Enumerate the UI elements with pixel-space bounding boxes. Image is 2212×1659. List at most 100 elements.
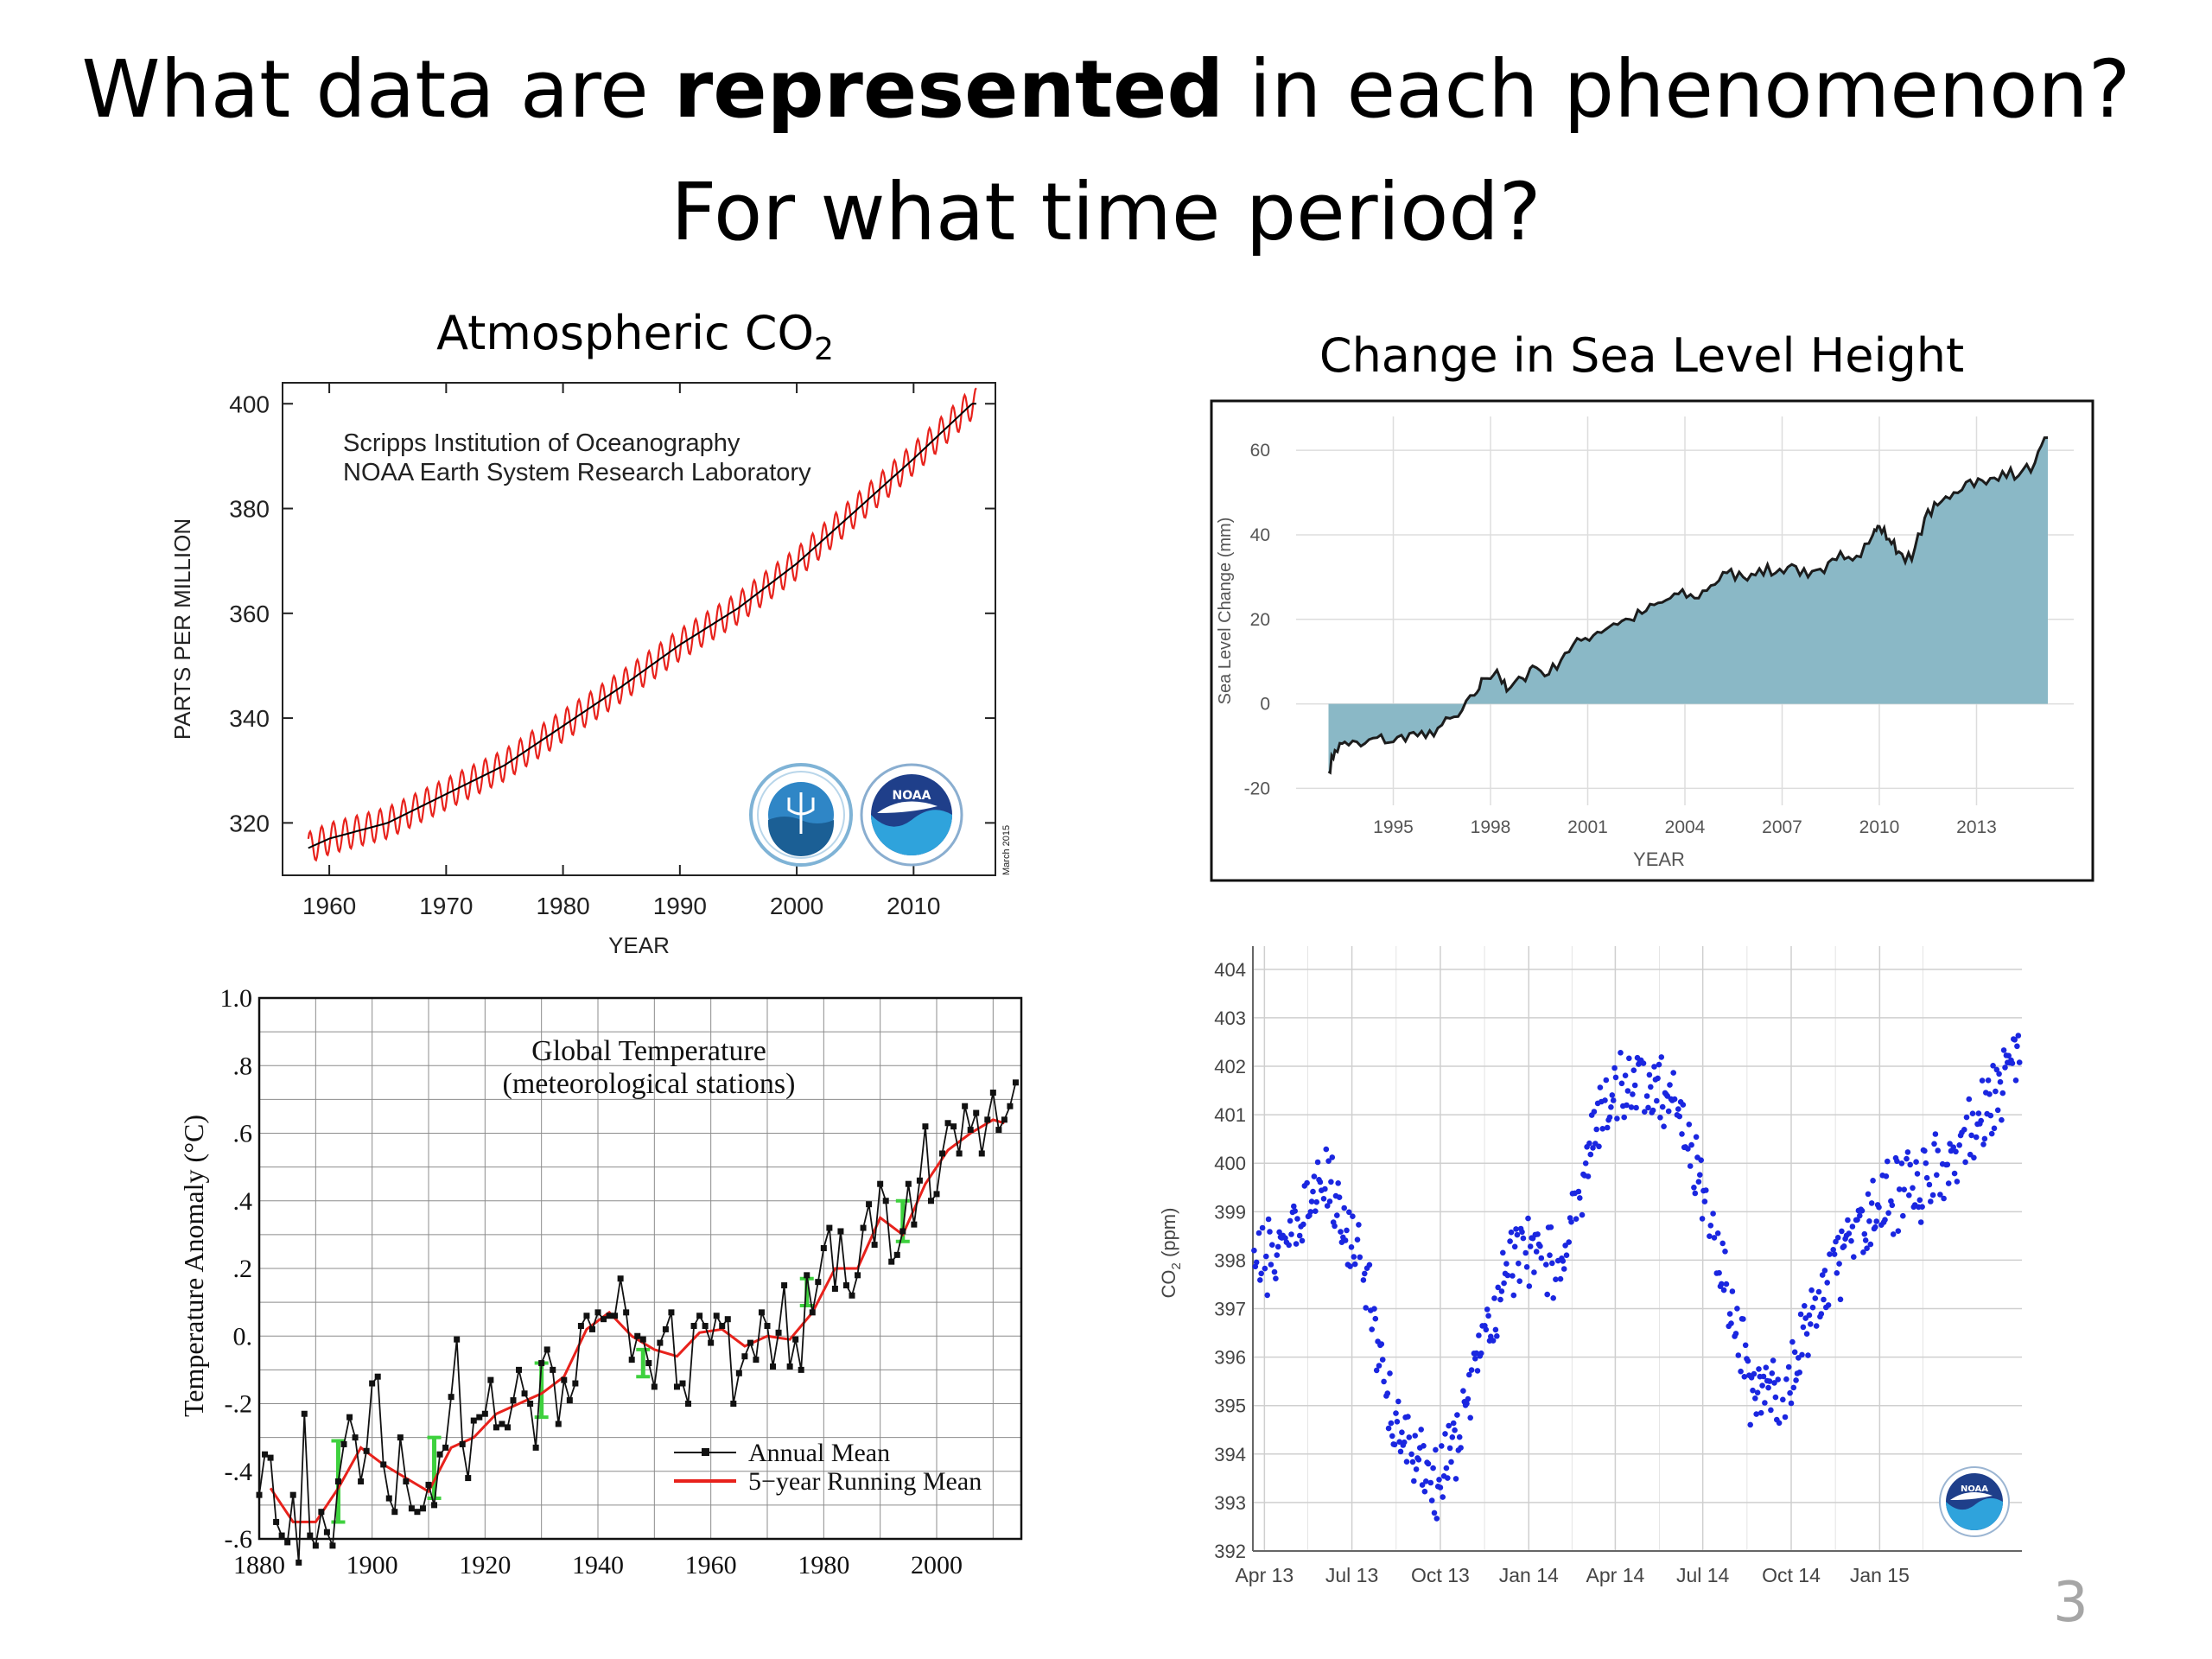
co2-daily-point: [1288, 1231, 1294, 1237]
co2-daily-point: [1384, 1390, 1391, 1396]
co2-daily-point: [1659, 1103, 1666, 1110]
temp-annual-point: [735, 1370, 742, 1376]
temp-annual-point: [594, 1309, 601, 1316]
co2-daily-point: [1597, 1084, 1604, 1090]
co2-daily-point: [1956, 1142, 1962, 1148]
temp-annual-point: [470, 1417, 477, 1424]
co2-daily-point: [1621, 1114, 1627, 1121]
temp-annual-point: [679, 1380, 686, 1387]
co2-daily-point: [1549, 1260, 1555, 1267]
co2-daily-point: [1780, 1396, 1786, 1403]
temp-annual-point: [385, 1495, 392, 1502]
co2-daily-point: [1907, 1161, 1913, 1168]
co2-daily-point: [1923, 1160, 1929, 1166]
co2-daily-point: [1394, 1419, 1401, 1425]
temp-annual-point: [358, 1478, 365, 1484]
co2-xtick-label: 1960: [302, 893, 356, 919]
co2-daily-point: [1896, 1186, 1903, 1192]
co2-daily-point: [1294, 1216, 1300, 1222]
co2-daily-point: [1423, 1478, 1429, 1484]
co2-daily-point: [1560, 1266, 1567, 1272]
temp-annual-point: [431, 1502, 438, 1509]
co2-daily-point: [1692, 1190, 1699, 1197]
temp-ytick-label: .2: [233, 1255, 253, 1283]
temp-annual-point: [871, 1242, 878, 1249]
co2-daily-point: [1585, 1173, 1592, 1179]
co2-daily-point: [1648, 1084, 1654, 1090]
temp-ytick-label: 1.0: [220, 984, 253, 1013]
sea-ytick-label: -20: [1244, 779, 1270, 798]
co2-daily-point: [1882, 1217, 1888, 1223]
co2-daily-point: [1825, 1302, 1832, 1308]
co2-daily-point: [1951, 1170, 1958, 1177]
co2-daily-point: [1516, 1260, 1522, 1267]
co2-daily-point: [1299, 1237, 1306, 1244]
co2-daily-point: [2016, 1059, 2023, 1065]
temp-annual-point: [724, 1316, 731, 1323]
co2-daily-point: [1274, 1243, 1281, 1250]
temp-annual-point: [391, 1509, 398, 1516]
temp-annual-point: [973, 1109, 980, 1116]
sea-level-chart: 1995 1998 2001 2004 2007 2010 2013 -20 0 20 40 60 Y…: [1210, 399, 2094, 882]
temp-annual-point: [256, 1491, 263, 1498]
co2-daily-point: [1553, 1276, 1559, 1282]
co2-daily-point: [1740, 1316, 1746, 1322]
co2-daily-point: [2015, 1033, 2022, 1039]
co2-daily-point: [1968, 1132, 1974, 1139]
co2-daily-point: [1347, 1263, 1353, 1269]
temp-ytick-label: .4: [233, 1187, 253, 1216]
temp-annual-point: [499, 1421, 505, 1427]
sea-xtick-label: 2013: [1956, 817, 1997, 837]
temp-annual-point: [753, 1357, 760, 1363]
co2-daily-point: [1262, 1265, 1268, 1272]
co2-daily-point: [1348, 1244, 1355, 1250]
temp-annual-point: [639, 1336, 646, 1343]
co2-daily-point: [1433, 1516, 1440, 1522]
co2-daily-point: [1719, 1281, 1725, 1287]
co2-daily-point: [1363, 1305, 1369, 1311]
co2-daily-point: [1950, 1144, 1956, 1150]
co2-daily-point: [1937, 1192, 1943, 1198]
daily-ytick-label: 403: [1214, 1007, 1246, 1029]
sea-ytick-label: 60: [1250, 441, 1270, 461]
co2-daily-point: [1654, 1097, 1660, 1104]
co2-daily-point: [1596, 1143, 1602, 1150]
co2-daily-point: [1472, 1356, 1478, 1362]
co2-daily-point: [1263, 1253, 1269, 1260]
co2-daily-point: [1344, 1227, 1350, 1234]
co2-daily-point: [2005, 1052, 2012, 1059]
daily-ytick-label: 397: [1214, 1299, 1246, 1320]
co2-daily-point: [1868, 1200, 1875, 1206]
co2-daily-point: [1273, 1275, 1279, 1281]
co2-daily-points: [1251, 1033, 2023, 1522]
co2-plot-frame: [282, 382, 996, 876]
co2-daily-point: [1831, 1251, 1838, 1257]
daily-xtick-label: Oct 13: [1411, 1564, 1470, 1586]
co2-daily-point: [1484, 1306, 1491, 1313]
co2-daily-point: [1533, 1249, 1540, 1255]
co2-daily-point: [1393, 1410, 1399, 1416]
slide-title-post: in each phenomenon?: [1224, 43, 2131, 136]
co2-daily-point: [1257, 1277, 1263, 1283]
co2-daily-point: [1944, 1161, 1951, 1168]
co2-daily-point: [1760, 1373, 1767, 1380]
co2-ytick-label: 320: [229, 810, 270, 836]
co2-daily-point: [1691, 1185, 1697, 1191]
co2-daily-point: [1657, 1115, 1663, 1121]
co2-daily-point: [1323, 1146, 1330, 1153]
noaa-logo: NOAA: [860, 763, 963, 867]
sea-xtick-label: 2001: [1567, 817, 1608, 837]
svg-text:NOAA: NOAA: [893, 789, 931, 803]
co2-daily-point: [1527, 1243, 1534, 1249]
co2-daily-point: [1991, 1125, 1998, 1132]
co2-daily-point: [1750, 1387, 1756, 1394]
co2-daily-point: [1338, 1229, 1344, 1235]
co2-daily-point: [1446, 1422, 1452, 1429]
co2-daily-point: [1433, 1446, 1439, 1453]
co2-daily-point: [2002, 1065, 2008, 1071]
co2-daily-point: [1448, 1459, 1454, 1465]
temp-annual-point: [978, 1150, 985, 1157]
co2-daily-point: [1314, 1159, 1321, 1166]
co2-daily-point: [1686, 1122, 1693, 1128]
co2-daily-point: [1276, 1229, 1282, 1236]
